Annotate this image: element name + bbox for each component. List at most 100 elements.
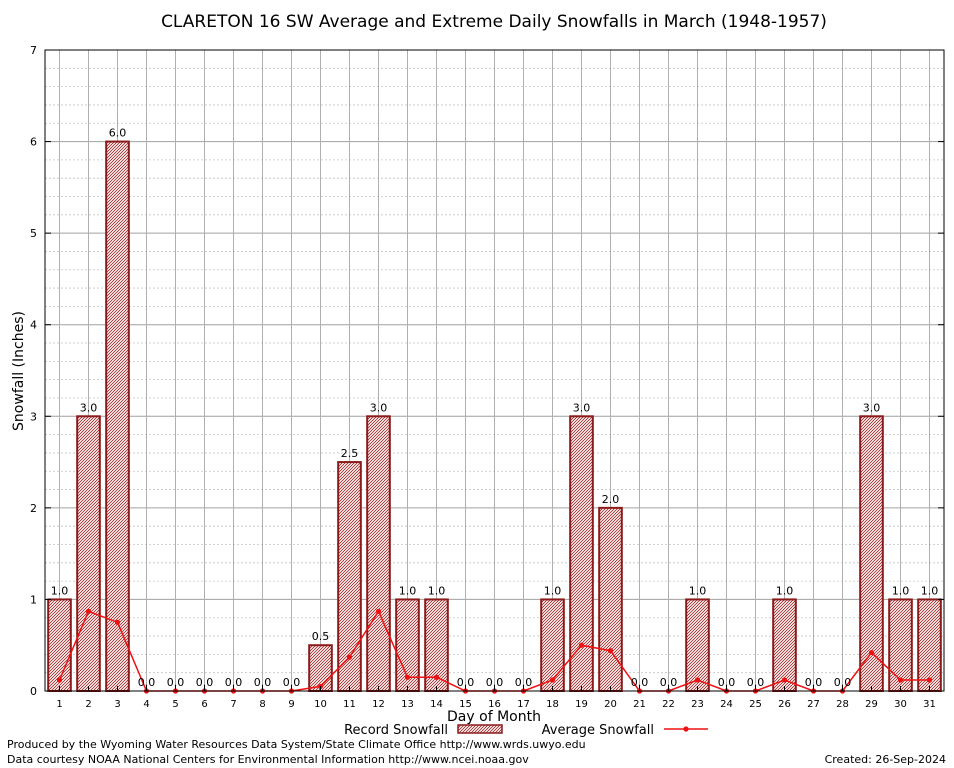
x-tick-label: 16 — [488, 699, 501, 710]
y-tick-label: 2 — [30, 502, 37, 515]
record-bar — [569, 415, 594, 692]
x-tick-label: 6 — [201, 699, 207, 710]
record-bar — [76, 415, 101, 692]
bar-value-label: 0.0 — [196, 676, 214, 689]
average-point — [694, 677, 701, 683]
legend-average-marker — [683, 726, 689, 732]
x-tick-label: 13 — [401, 699, 414, 710]
bar-value-label: 0.0 — [747, 676, 765, 689]
bar-value-label: 1.0 — [428, 584, 446, 597]
record-bar — [598, 506, 623, 692]
bar-value-label: 0.0 — [660, 676, 678, 689]
x-tick-label: 15 — [459, 699, 472, 710]
average-point — [433, 674, 440, 680]
bar-value-label: 1.0 — [689, 584, 707, 597]
y-tick-label: 5 — [30, 227, 37, 240]
bar-value-label: 3.0 — [863, 401, 881, 414]
average-point — [346, 654, 353, 660]
x-tick-label: 17 — [517, 699, 530, 710]
x-tick-label: 27 — [807, 699, 820, 710]
x-tick-label: 12 — [372, 699, 385, 710]
grid-lines — [45, 49, 944, 692]
bar-value-label: 0.0 — [805, 676, 823, 689]
x-tick-label: 30 — [894, 699, 907, 710]
bar-value-label: 0.5 — [312, 630, 330, 643]
x-tick-label: 29 — [865, 699, 878, 710]
bar-value-label: 1.0 — [544, 584, 562, 597]
average-point — [926, 677, 933, 683]
average-point — [114, 619, 121, 625]
snowfall-chart: CLARETON 16 SW Average and Extreme Daily… — [11, 12, 945, 738]
record-bar — [105, 140, 130, 693]
x-tick-label: 20 — [604, 699, 617, 710]
x-tick-label: 9 — [288, 699, 294, 710]
legend-record-label: Record Snowfall — [344, 723, 448, 738]
bar-value-label: 0.0 — [225, 676, 243, 689]
bar-value-label: 1.0 — [399, 584, 417, 597]
credit-line-2: Data courtesy NOAA National Centers for … — [7, 753, 529, 766]
x-tick-label: 24 — [720, 699, 733, 710]
x-tick-label: 19 — [575, 699, 588, 710]
average-point — [607, 648, 614, 654]
y-tick-label: 0 — [30, 685, 37, 698]
chart-title: CLARETON 16 SW Average and Extreme Daily… — [161, 12, 827, 32]
x-tick-label: 31 — [923, 699, 936, 710]
legend-average-label: Average Snowfall — [542, 723, 654, 738]
x-tick-label: 8 — [259, 699, 265, 710]
y-axis-label: Snowfall (Inches) — [11, 311, 27, 431]
record-snowfall-bars — [47, 140, 942, 693]
bar-value-label: 1.0 — [921, 584, 939, 597]
average-point — [85, 608, 92, 614]
x-tick-label: 2 — [85, 699, 91, 710]
x-tick-label: 26 — [778, 699, 791, 710]
bar-value-label: 0.0 — [254, 676, 272, 689]
record-bar — [366, 415, 391, 692]
y-tick-label: 7 — [30, 44, 37, 57]
x-tick-label: 5 — [172, 699, 178, 710]
bar-value-label: 0.0 — [834, 676, 852, 689]
record-bar — [772, 598, 797, 693]
record-bar — [540, 598, 565, 693]
record-bar — [47, 598, 72, 693]
x-tick-label: 11 — [343, 699, 356, 710]
bar-value-label: 2.5 — [341, 447, 359, 460]
bar-value-label: 6.0 — [109, 127, 127, 140]
bar-value-label: 3.0 — [80, 401, 98, 414]
bar-value-label: 0.0 — [631, 676, 649, 689]
x-tick-label: 10 — [314, 699, 327, 710]
average-point — [897, 677, 904, 683]
x-tick-label: 28 — [836, 699, 849, 710]
x-tick-label: 4 — [143, 699, 149, 710]
average-point — [868, 649, 875, 656]
legend-record-swatch — [457, 724, 503, 734]
bar-value-label: 0.0 — [718, 676, 736, 689]
x-axis-label: Day of Month — [447, 709, 541, 725]
bar-value-label: 0.0 — [283, 676, 301, 689]
y-tick-label: 1 — [30, 593, 37, 606]
average-point — [375, 608, 382, 614]
bar-value-labels: 1.0 3.0 6.0 0.0 0.0 0.0 0.0 0.0 0.0 0.5 2.5 3.0 1.0 1… — [51, 127, 939, 689]
bar-value-label: 1.0 — [892, 584, 910, 597]
bar-value-label: 0.0 — [515, 676, 533, 689]
bar-value-label: 0.0 — [486, 676, 504, 689]
bar-value-label: 0.0 — [457, 676, 475, 689]
record-bar — [685, 598, 710, 693]
record-bar — [917, 598, 942, 693]
y-tick-label: 6 — [30, 136, 37, 149]
average-point — [404, 674, 411, 680]
x-tick-label: 18 — [546, 699, 559, 710]
credit-line-1: Produced by the Wyoming Water Resources … — [7, 738, 586, 751]
x-tick-label: 3 — [114, 699, 120, 710]
average-point — [781, 677, 788, 683]
average-point — [549, 677, 556, 683]
bar-value-label: 0.0 — [167, 676, 185, 689]
x-tick-label: 25 — [749, 699, 762, 710]
average-point — [578, 642, 585, 648]
legend: Record Snowfall Average Snowfall — [344, 723, 708, 738]
average-point — [56, 677, 63, 683]
bar-value-label: 1.0 — [776, 584, 794, 597]
record-bar — [859, 415, 884, 692]
created-date: Created: 26-Sep-2024 — [824, 753, 946, 766]
bar-value-label: 3.0 — [370, 401, 388, 414]
